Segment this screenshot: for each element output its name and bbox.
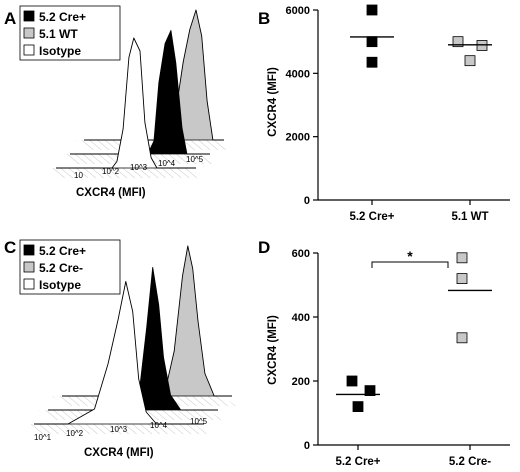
data-point [464,55,476,67]
x-tick-a-3: 10^4 [158,159,176,168]
y-tick-label: 2000 [286,132,310,144]
data-point [352,401,364,413]
legend-c: 5.2 Cre+ 5.2 Cre- Isotype [19,239,121,295]
legend-a-swatch-2 [23,44,35,56]
x-category-label: 5.2 Cre+ [349,211,394,223]
legend-c-swatch-1 [23,261,35,273]
legend-a-swatch-0 [23,10,35,22]
x-category-label: 5.1 WT [451,211,488,223]
x-tick-c-2: 10^3 [110,425,128,434]
x-tick-c-4: 10^5 [190,417,208,426]
legend-c-swatch-2 [23,278,35,290]
hist-floor-isotype [24,424,208,434]
hist-series-isotype [34,281,204,425]
data-point [456,252,468,264]
x-axis-title-c: CXCR4 (MFI) [84,447,154,459]
y-tick-label: 200 [292,376,310,388]
data-point [346,375,358,387]
legend-a-label-0: 5.2 Cre+ [39,10,86,24]
panel-letter-b: B [258,9,270,28]
data-point [456,332,468,344]
y-tick-label: 4000 [286,68,310,80]
histogram-a-plot [46,9,228,178]
legend-a-box [19,5,121,61]
legend-a-label-2: Isotype [39,44,81,58]
panel-a-histogram: 5.2 Cre+ 5.1 WT Isotype 10 10^2 10^3 10^… [19,5,228,199]
data-point [366,36,378,48]
y-tick-label: 0 [304,440,310,452]
y-axis-title-b: CXCR4 (MFI) [267,67,279,137]
hist-floor-5-1-wt [74,140,228,150]
x-tick-a-2: 10^3 [130,163,148,172]
significance-bracket [371,261,449,268]
x-axis-title-a: CXCR4 (MFI) [76,187,146,199]
legend-c-box [19,239,121,295]
x-category-label: 5.2 Cre+ [335,456,380,468]
hist-series-5-2-cre- [62,245,232,397]
x-tick-a-1: 10^2 [102,167,120,176]
x-tick-c-0: 10^1 [34,433,52,442]
legend-c-label-1: 5.2 Cre- [39,261,83,275]
panel-letter-c: C [4,238,16,257]
x-ticks-c: 10^1 10^2 10^3 10^4 10^5 [34,417,208,442]
hist-series-isotype [56,37,196,169]
x-ticks-a: 10 10^2 10^3 10^4 10^5 [74,155,204,180]
x-tick-c-3: 10^4 [150,421,168,430]
panel-d-scatter: 0 200 400 600 5.2 Cre+ 5.2 Cre- CXCR4 (MFI) * [267,248,510,468]
panel-letter-a: A [4,9,16,28]
panel-letter-d: D [258,238,270,257]
data-point [366,56,378,68]
scatter-b-plot: 0 2000 4000 6000 5.2 Cre+ 5.1 WT [286,4,510,223]
legend-c-label-0: 5.2 Cre+ [39,244,86,258]
legend-a: 5.2 Cre+ 5.1 WT Isotype [19,5,121,61]
legend-a-swatch-1 [23,27,35,39]
y-tick-label: 6000 [286,5,310,17]
hist-series-5-2-cre- [70,30,210,155]
x-category-label: 5.2 Cre- [449,456,491,468]
data-point [366,4,378,16]
y-tick-label: 600 [292,248,310,260]
significance-star: * [407,248,413,264]
data-point [364,385,376,397]
panel-b-scatter: 0 2000 4000 6000 5.2 Cre+ 5.1 WT CXCR4 (MFI) [267,4,510,223]
data-point [456,273,468,285]
histogram-c-plot [24,245,236,434]
x-tick-c-1: 10^2 [66,429,84,438]
legend-c-swatch-0 [23,244,35,256]
data-point [452,36,464,48]
x-tick-a-0: 10 [74,171,83,180]
x-tick-a-4: 10^5 [186,155,204,164]
panel-c-histogram: 5.2 Cre+ 5.2 Cre- Isotype 10^1 10^2 10^3… [19,239,236,459]
y-axis-title-d: CXCR4 (MFI) [267,315,279,385]
hist-floor-isotype [46,168,200,178]
scatter-d-plot: 0 200 400 600 5.2 Cre+ 5.2 Cre- [292,248,510,468]
legend-c-label-2: Isotype [39,278,81,292]
y-tick-label: 0 [304,195,310,207]
y-tick-label: 400 [292,312,310,324]
legend-a-label-1: 5.1 WT [39,27,78,41]
